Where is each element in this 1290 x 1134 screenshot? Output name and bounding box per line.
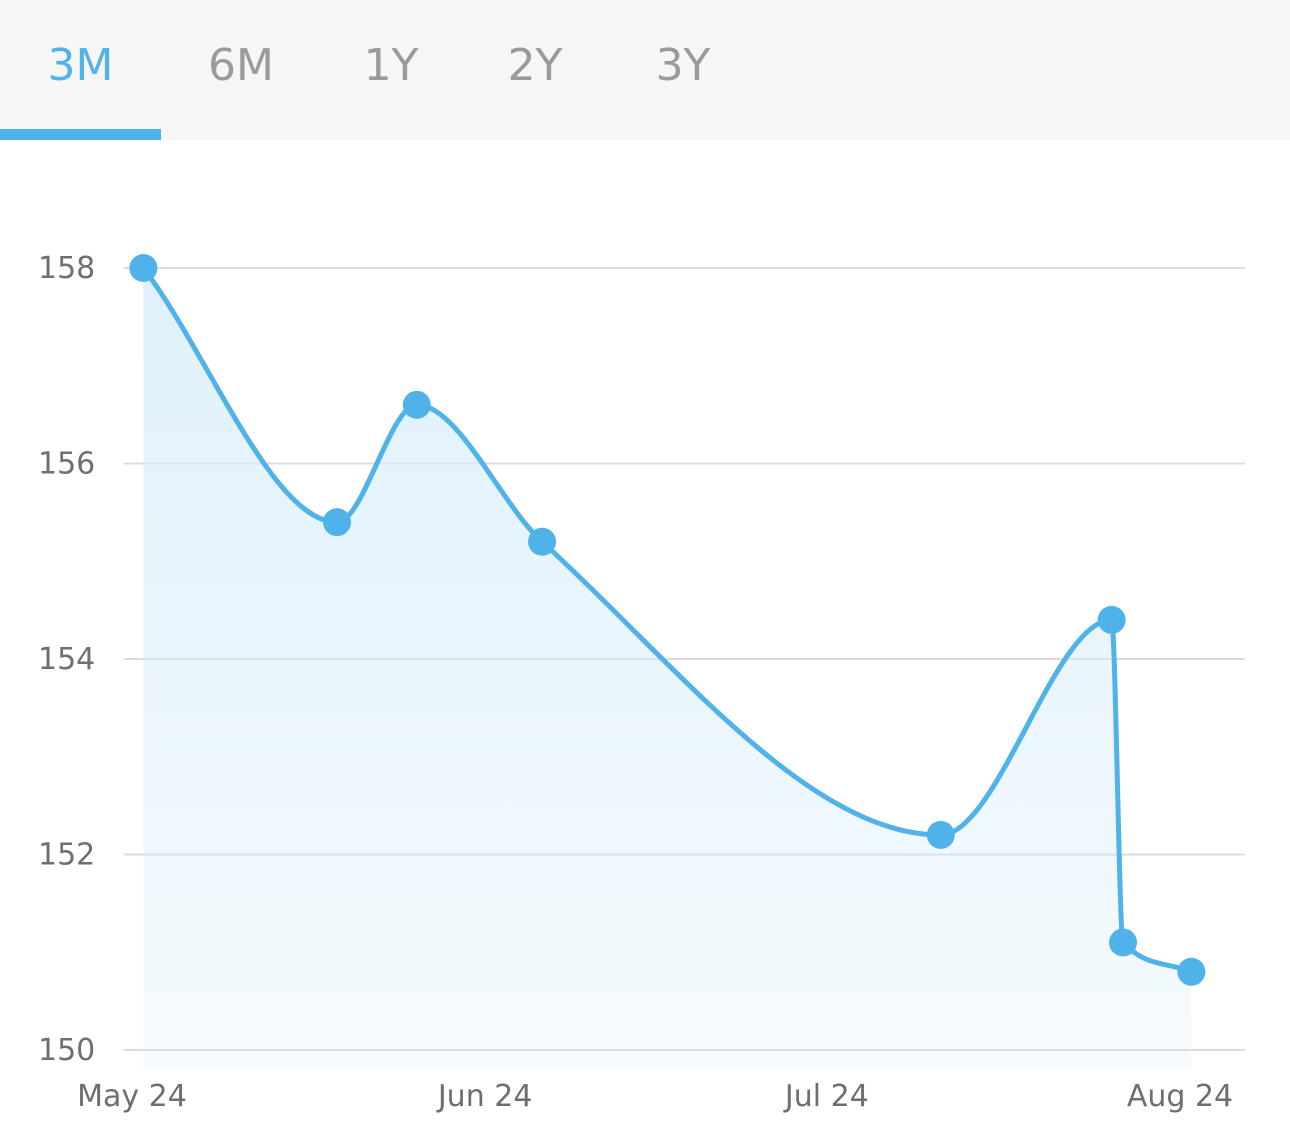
data-points — [129, 254, 1206, 986]
y-tick-label-150: 150 — [38, 1033, 95, 1068]
range-tab-bar: 3M 6M 1Y 2Y 3Y — [0, 0, 1290, 140]
tab-6m[interactable]: 6M — [208, 40, 274, 91]
y-tick-label-156: 156 — [38, 447, 95, 482]
data-point-5[interactable] — [1097, 605, 1126, 634]
x-tick-label-1: Jun 24 — [436, 1079, 533, 1114]
weight-line-chart: 150 152 154 156 158 May 24 Jun 24 Jul 24 Aug 24 — [38, 251, 1245, 1114]
data-point-6[interactable] — [1109, 928, 1138, 957]
y-tick-label-152: 152 — [38, 838, 95, 873]
y-tick-label-158: 158 — [38, 251, 95, 286]
data-point-7[interactable] — [1177, 957, 1206, 986]
x-axis-labels: May 24 Jun 24 Jul 24 Aug 24 — [77, 1079, 1233, 1114]
y-tick-label-154: 154 — [38, 642, 95, 677]
data-point-2[interactable] — [402, 390, 431, 419]
y-axis-labels: 150 152 154 156 158 — [38, 251, 95, 1068]
data-point-4[interactable] — [926, 820, 955, 849]
x-tick-label-2: Jul 24 — [783, 1079, 869, 1114]
data-point-3[interactable] — [528, 527, 557, 556]
tab-1y[interactable]: 1Y — [363, 40, 419, 91]
data-point-0[interactable] — [129, 254, 158, 282]
x-tick-label-3: Aug 24 — [1127, 1079, 1233, 1114]
x-tick-label-0: May 24 — [77, 1079, 187, 1114]
data-point-1[interactable] — [323, 508, 352, 537]
tab-3y[interactable]: 3Y — [655, 40, 711, 91]
area-fill — [143, 268, 1192, 1070]
tab-3m[interactable]: 3M — [47, 40, 114, 91]
tab-2y[interactable]: 2Y — [507, 40, 563, 91]
active-tab-indicator — [0, 129, 161, 140]
